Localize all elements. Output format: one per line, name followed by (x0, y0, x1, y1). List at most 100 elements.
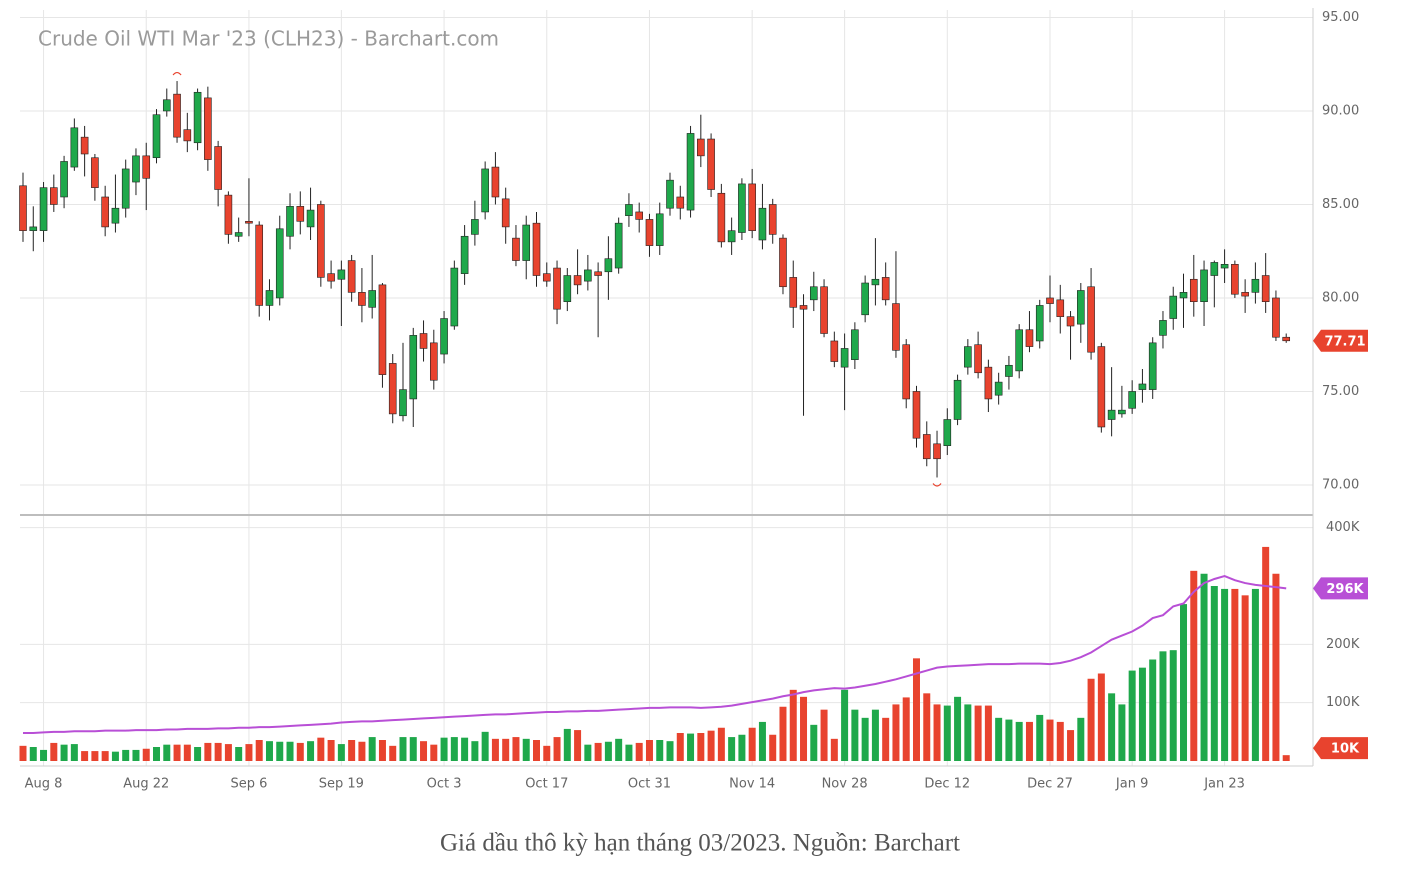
candle-body (91, 157, 99, 188)
candle-body (707, 138, 715, 190)
candle-body (286, 206, 294, 237)
moving-average-label: 296K (1326, 582, 1364, 597)
volume-bar (800, 696, 808, 761)
candle-body (830, 340, 839, 362)
volume-bar (471, 741, 479, 761)
volume-bar (1282, 755, 1290, 761)
candle-body (162, 99, 171, 112)
candle-body (727, 230, 736, 243)
candle-body (1015, 329, 1023, 372)
volume-bar (943, 705, 951, 761)
volume-bar (81, 751, 89, 761)
candle-body (881, 277, 890, 301)
candle-body (512, 237, 520, 261)
volume-bar (697, 733, 705, 761)
moving-average-tag (1313, 577, 1368, 600)
candle-body (1025, 329, 1034, 347)
volume-bar (882, 717, 890, 761)
candle-body (337, 269, 346, 280)
volume-bar (1159, 651, 1167, 761)
candle-body (1169, 295, 1178, 319)
volume-bar (132, 749, 140, 761)
volume-bar (70, 744, 78, 761)
volume-bar (543, 745, 551, 761)
candle-body (29, 226, 38, 231)
volume-bar (656, 740, 664, 761)
volume-bar (327, 740, 335, 761)
candle-body (840, 348, 849, 368)
candle-body (409, 335, 418, 400)
volume-bar (265, 741, 273, 761)
candle-body (584, 269, 592, 282)
volume-bar (615, 738, 623, 761)
candle-body (245, 220, 253, 224)
x-tick-label: Aug 22 (123, 777, 169, 792)
candle-body (922, 434, 931, 460)
candle-body (1056, 299, 1065, 317)
candle-body (1046, 297, 1054, 304)
candle-body (491, 166, 500, 198)
volume-bar (1108, 693, 1116, 761)
candle-body (327, 273, 335, 282)
volume-bar (871, 709, 879, 761)
candle-body (779, 237, 787, 288)
volume-bar (830, 738, 838, 761)
candle-body (121, 168, 130, 209)
caption: Giá dầu thô kỳ hạn tháng 03/2023. Nguồn:… (440, 830, 960, 857)
volume-bar (574, 730, 582, 761)
volume-bar (255, 740, 263, 761)
volume-bar (440, 737, 448, 761)
candle-body (471, 219, 479, 235)
volume-bar (717, 727, 725, 761)
candle-body (204, 97, 212, 160)
volume-bar (122, 749, 130, 761)
candle-body (758, 207, 767, 241)
candle-body (943, 419, 952, 446)
candle-body (101, 196, 109, 228)
y-tick-label: 75.00 (1322, 384, 1359, 399)
candle-body (460, 235, 469, 274)
marks (19, 71, 1291, 761)
volume-bar (1005, 719, 1013, 761)
volume-bar (235, 747, 243, 761)
volume-bar (923, 693, 931, 761)
candle-body (317, 204, 325, 278)
candle-body (450, 267, 459, 327)
candle-body (892, 303, 900, 351)
volume-bar (1025, 721, 1033, 761)
volume-bar (748, 727, 756, 761)
candle-body (645, 219, 654, 246)
volume-bar (276, 741, 284, 761)
volume-bar (358, 741, 366, 761)
volume-bar (584, 744, 592, 761)
candle-body (1251, 278, 1260, 293)
volume-bar (1087, 678, 1095, 761)
x-tick-label: Sep 19 (319, 777, 364, 792)
candle-body (358, 292, 366, 306)
volume-bar (461, 737, 469, 761)
candle-body (933, 443, 941, 460)
candle-body (152, 114, 161, 159)
volume-bar (533, 740, 540, 761)
volume-bar (1262, 546, 1270, 761)
volume-bar (1210, 586, 1218, 761)
volume-bar (1056, 721, 1064, 761)
y-tick-label: 85.00 (1322, 197, 1359, 212)
volume-bar (173, 744, 181, 761)
candle-body (440, 318, 448, 355)
volume-bar (789, 689, 797, 761)
volume-bar (1272, 573, 1280, 761)
volume-bar (40, 749, 48, 761)
volume-bar (337, 744, 345, 761)
volume-bar (142, 748, 150, 761)
candle-body (306, 209, 315, 228)
volume-bar (984, 705, 992, 761)
volume-bar (163, 744, 171, 761)
low-marker (932, 483, 942, 487)
y-tick-label: 100K (1326, 695, 1360, 710)
candle-body (399, 389, 407, 417)
volume-bar (738, 734, 746, 761)
volume-bar (758, 721, 766, 761)
candle-body (111, 207, 120, 224)
candle-body (1220, 264, 1229, 269)
